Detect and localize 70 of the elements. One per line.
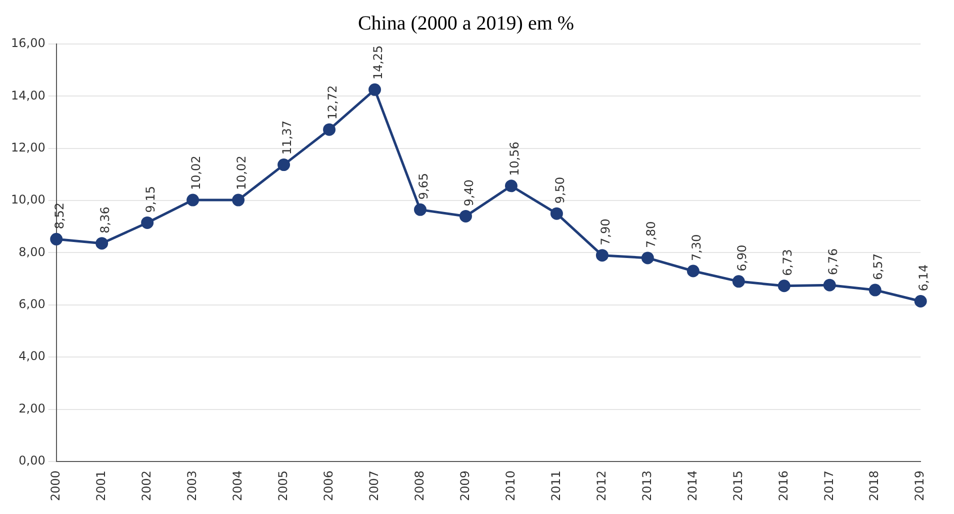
x-tick-label: 2008 — [412, 470, 426, 502]
data-label: 6,14 — [916, 264, 931, 292]
point — [414, 203, 426, 216]
x-tick-label: 2011 — [548, 470, 563, 502]
x-tick-label: 2016 — [776, 470, 790, 502]
data-label: 9,15 — [143, 186, 158, 213]
point — [550, 207, 563, 220]
x-tick-label: 2017 — [822, 470, 836, 502]
y-tick-label: 6,00 — [18, 297, 46, 312]
data-label: 10,02 — [234, 156, 248, 190]
data-label: 9,65 — [416, 172, 430, 200]
x-tick-label: 2000 — [48, 470, 62, 502]
point — [823, 278, 836, 292]
point — [914, 295, 927, 308]
data-label: 6,90 — [734, 244, 749, 272]
data-label: 7,90 — [598, 218, 612, 246]
point — [596, 249, 608, 262]
chart-title: China (2000 a 2019) em % — [358, 12, 574, 34]
y-tick-label: 8,00 — [18, 244, 46, 259]
data-label: 10,02 — [188, 156, 203, 190]
x-tick-label: 2012 — [594, 470, 608, 502]
y-tick-label: 0,00 — [18, 454, 46, 468]
point — [368, 83, 382, 96]
data-label: 7,80 — [644, 221, 658, 248]
data-label: 9,40 — [462, 179, 476, 206]
data-label: 6,57 — [871, 253, 886, 280]
point — [868, 284, 882, 296]
x-tick-label: 2014 — [685, 470, 700, 502]
point — [50, 232, 63, 246]
x-tick-label: 2019 — [912, 470, 927, 502]
x-tick-label: 2013 — [640, 470, 654, 502]
data-label: 8,52 — [52, 202, 66, 230]
point — [778, 280, 790, 292]
point — [504, 180, 518, 192]
x-tick-label: 2018 — [867, 470, 882, 502]
y-tick-label: 16,00 — [10, 36, 46, 50]
data-label: 6,73 — [780, 249, 794, 276]
x-tick-label: 2015 — [730, 470, 745, 502]
data-label: 7,30 — [689, 234, 704, 261]
y-tick-label: 10,00 — [10, 192, 46, 207]
x-tick-label: 2001 — [94, 470, 108, 502]
y-tick-label: 2,00 — [18, 401, 46, 416]
data-label: 14,25 — [370, 45, 385, 80]
data-label: 9,50 — [552, 176, 567, 204]
data-label: 10,56 — [507, 142, 522, 176]
point — [641, 252, 654, 264]
x-tick-label: 2005 — [276, 470, 290, 502]
point — [232, 194, 245, 206]
point — [732, 275, 745, 288]
data-label: 12,72 — [325, 85, 340, 120]
point — [323, 123, 336, 136]
point — [459, 210, 472, 222]
x-tick-label: 2007 — [366, 470, 381, 502]
x-tick-label: 2010 — [503, 470, 518, 502]
point — [686, 264, 700, 278]
y-tick-label: 4,00 — [18, 349, 46, 364]
x-tick-label: 2006 — [321, 470, 336, 502]
point — [141, 216, 154, 229]
y-tick-label: 12,00 — [10, 140, 46, 154]
point — [186, 194, 200, 206]
data-label: 8,36 — [98, 206, 112, 234]
data-label: 6,76 — [826, 248, 840, 276]
x-tick-label: 2003 — [184, 470, 199, 502]
point — [278, 158, 290, 172]
data-label: 11,37 — [280, 120, 294, 155]
y-tick-label: 14,00 — [10, 88, 46, 102]
x-tick-label: 2002 — [139, 470, 154, 502]
x-tick-label: 2004 — [230, 470, 244, 502]
point — [96, 237, 108, 250]
x-tick-label: 2009 — [458, 470, 472, 502]
